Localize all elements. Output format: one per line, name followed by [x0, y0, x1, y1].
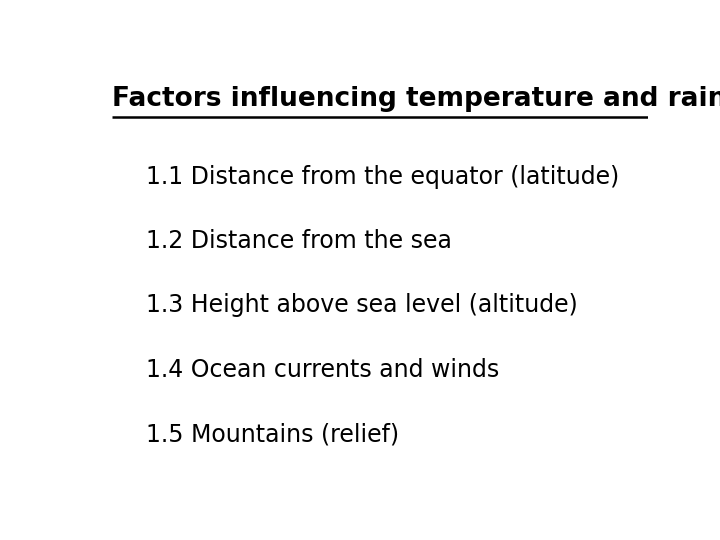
Text: 1.2 Distance from the sea: 1.2 Distance from the sea — [145, 229, 451, 253]
Text: 1.1 Distance from the equator (latitude): 1.1 Distance from the equator (latitude) — [145, 165, 619, 188]
Text: Factors influencing temperature and rainfall: Factors influencing temperature and rain… — [112, 85, 720, 112]
Text: 1.4 Ocean currents and winds: 1.4 Ocean currents and winds — [145, 358, 499, 382]
Text: 1.3 Height above sea level (altitude): 1.3 Height above sea level (altitude) — [145, 294, 577, 318]
Text: 1.5 Mountains (relief): 1.5 Mountains (relief) — [145, 422, 399, 447]
